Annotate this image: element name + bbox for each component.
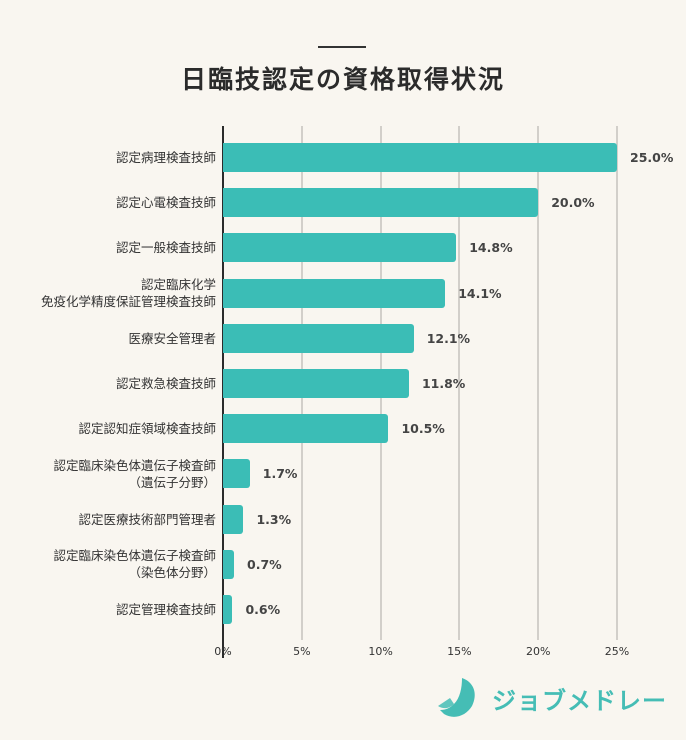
bar <box>223 414 389 444</box>
gridline <box>616 126 618 640</box>
bar <box>223 233 457 263</box>
value-label: 10.5% <box>401 421 445 437</box>
category-label: 認定心電検査技師 <box>115 195 216 211</box>
x-tick-label: 15% <box>447 645 472 658</box>
x-tick-label: 0% <box>214 645 232 658</box>
value-label: 14.8% <box>469 240 513 256</box>
bar <box>223 595 233 624</box>
x-tick-label: 5% <box>293 645 311 658</box>
x-tick-label: 25% <box>604 645 630 658</box>
x-tick-label: 20% <box>525 645 551 658</box>
category-label: 認定管理検査技師 <box>115 602 216 617</box>
category-label: 認定一般検査技師 <box>115 240 216 256</box>
category-label: 認定臨床染色体遺伝子検査師 （遺伝子分野） <box>53 457 216 490</box>
bar <box>223 143 617 172</box>
bar <box>223 188 539 218</box>
bar <box>223 549 235 579</box>
bar <box>223 369 409 398</box>
value-label: 11.8% <box>421 376 466 391</box>
bar <box>223 278 446 308</box>
category-label: 認定臨床染色体遺伝子検査師 （染色体分野） <box>53 548 216 581</box>
plot-area: 25.0% 20.0% 14.8% 14.1% 12.1% 11.8% 10.5% 1.7% 1… <box>222 126 673 658</box>
bar <box>223 459 250 489</box>
x-tick-label: 10% <box>368 645 393 658</box>
value-label: 12.1% <box>426 330 471 346</box>
chart-title: 日臨技認定の資格取得状況 <box>180 65 505 94</box>
brand-logo: ジョブメドレー <box>436 676 667 720</box>
value-label: 14.1% <box>458 285 502 301</box>
title-rule <box>318 46 366 48</box>
value-label: 0.7% <box>247 556 282 572</box>
gridline <box>537 126 540 640</box>
bar <box>223 504 244 534</box>
value-label: 20.0% <box>551 195 595 211</box>
brand-name: ジョブメドレー <box>492 686 667 715</box>
gridline <box>458 126 461 640</box>
category-label: 認定病理検査技師 <box>115 150 216 165</box>
jobmedley-logo-icon <box>438 678 475 717</box>
value-label: 0.6% <box>245 602 281 617</box>
value-label: 1.7% <box>262 466 298 482</box>
category-label: 認定救急検査技師 <box>115 376 216 391</box>
category-label: 認定医療技術部門管理者 <box>78 511 216 527</box>
value-label: 1.3% <box>256 511 292 527</box>
value-label: 25.0% <box>630 150 674 165</box>
bar <box>223 323 414 353</box>
category-label: 医療安全管理者 <box>128 330 216 346</box>
category-label: 認定臨床化学 免疫化学精度保証管理検査技師 <box>40 277 216 310</box>
category-label: 認定認知症領域検査技師 <box>78 421 216 437</box>
